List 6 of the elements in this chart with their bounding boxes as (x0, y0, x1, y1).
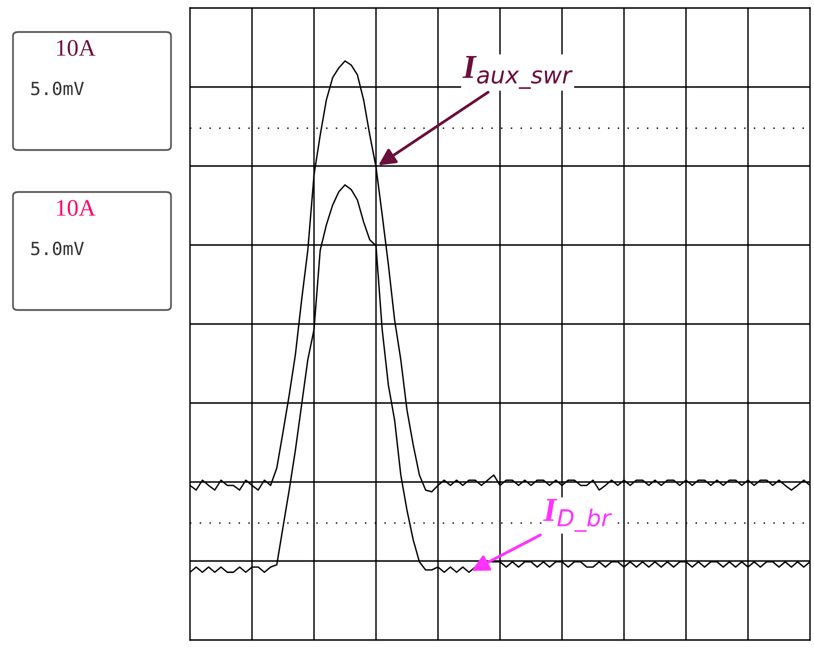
text: 5.0mV (31, 82, 84, 96)
text: 5.0mV (31, 242, 84, 256)
series-label: I$_{D_br}$ (543, 499, 612, 532)
text: I$_{aux_swr}$ (462, 56, 573, 89)
text: 10A (57, 200, 96, 216)
text: 10A (57, 40, 96, 56)
